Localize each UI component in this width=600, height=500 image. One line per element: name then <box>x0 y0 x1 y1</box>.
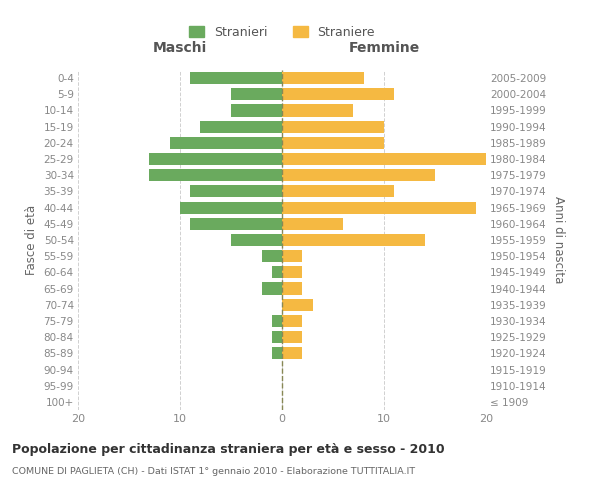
Bar <box>262 250 282 262</box>
Bar <box>170 137 282 149</box>
Bar <box>282 298 313 311</box>
Bar <box>200 120 282 132</box>
Bar <box>282 153 486 165</box>
Bar <box>282 331 302 343</box>
Bar <box>282 266 302 278</box>
Bar <box>262 282 282 294</box>
Bar <box>231 88 282 101</box>
Bar <box>282 104 353 117</box>
Bar <box>282 234 425 246</box>
Bar <box>282 348 302 360</box>
Bar <box>282 315 302 327</box>
Bar <box>190 186 282 198</box>
Bar <box>272 315 282 327</box>
Y-axis label: Fasce di età: Fasce di età <box>25 205 38 275</box>
Bar <box>282 282 302 294</box>
Bar <box>149 153 282 165</box>
Bar <box>231 234 282 246</box>
Bar <box>282 72 364 84</box>
Bar <box>282 137 384 149</box>
Bar <box>282 88 394 101</box>
Bar <box>272 266 282 278</box>
Bar <box>180 202 282 213</box>
Bar <box>149 169 282 181</box>
Bar <box>282 186 394 198</box>
Bar <box>272 331 282 343</box>
Text: Femmine: Femmine <box>349 41 419 55</box>
Bar <box>282 250 302 262</box>
Bar <box>282 202 476 213</box>
Bar <box>272 348 282 360</box>
Legend: Stranieri, Straniere: Stranieri, Straniere <box>185 22 379 42</box>
Bar <box>282 120 384 132</box>
Bar <box>282 218 343 230</box>
Y-axis label: Anni di nascita: Anni di nascita <box>553 196 565 284</box>
Text: COMUNE DI PAGLIETA (CH) - Dati ISTAT 1° gennaio 2010 - Elaborazione TUTTITALIA.I: COMUNE DI PAGLIETA (CH) - Dati ISTAT 1° … <box>12 468 415 476</box>
Bar <box>282 169 435 181</box>
Text: Popolazione per cittadinanza straniera per età e sesso - 2010: Popolazione per cittadinanza straniera p… <box>12 442 445 456</box>
Text: Maschi: Maschi <box>153 41 207 55</box>
Bar <box>231 104 282 117</box>
Bar <box>190 218 282 230</box>
Bar <box>190 72 282 84</box>
